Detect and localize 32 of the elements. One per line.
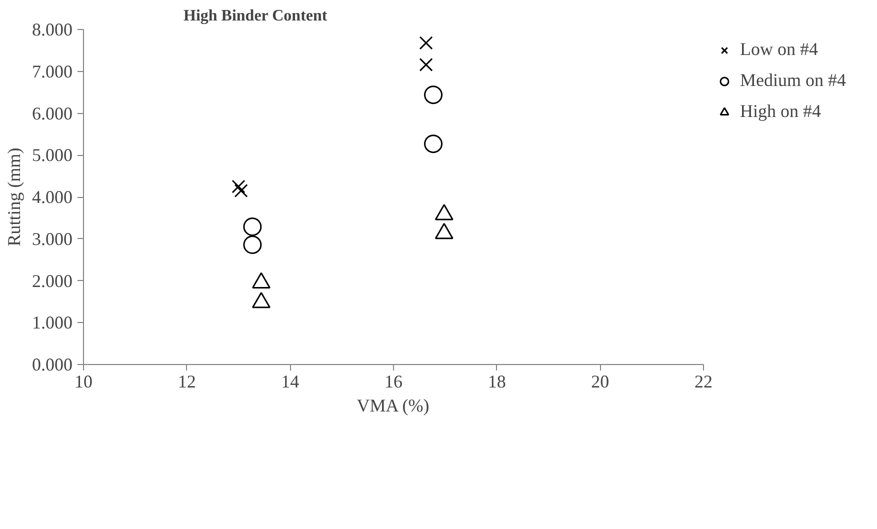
y-tick-label: 4.000 (32, 187, 72, 207)
y-tick-label: 7.000 (32, 61, 72, 82)
point (232, 180, 246, 194)
y-tick-label: 6.000 (32, 103, 72, 124)
legend-label: High on #4 (740, 101, 821, 122)
x-tick-label: 12 (178, 372, 196, 392)
y-tick-label: 2.000 (32, 270, 72, 291)
legend-label: Medium on #4 (740, 70, 846, 91)
point (424, 134, 443, 154)
point (252, 292, 270, 308)
x-tick-label: 16 (384, 372, 402, 392)
point (419, 36, 433, 50)
x-tick-label: 14 (281, 372, 300, 392)
chart-title: High Binder Content (184, 8, 328, 24)
x-tick-label: 18 (488, 372, 506, 392)
x-tick-label: 22 (694, 372, 712, 392)
point (419, 58, 433, 72)
x-tick-label: 10 (74, 372, 92, 392)
point (424, 86, 443, 104)
y-tick-label: 5.000 (32, 145, 72, 166)
y-tick-label: 1.000 (32, 312, 72, 333)
point (252, 272, 270, 288)
point (234, 184, 248, 198)
point (434, 204, 454, 220)
y-axis-title: Rutting (mm) (4, 148, 24, 246)
x-axis-title: VMA (%) (356, 396, 430, 416)
y-tick-label: 0.000 (32, 354, 72, 374)
x-tick-label: 20 (591, 372, 610, 392)
y-tick-label: 3.000 (32, 228, 72, 249)
legend-label: Low on #4 (740, 39, 818, 60)
point (434, 222, 454, 240)
y-tick-label: 8.000 (32, 20, 72, 40)
